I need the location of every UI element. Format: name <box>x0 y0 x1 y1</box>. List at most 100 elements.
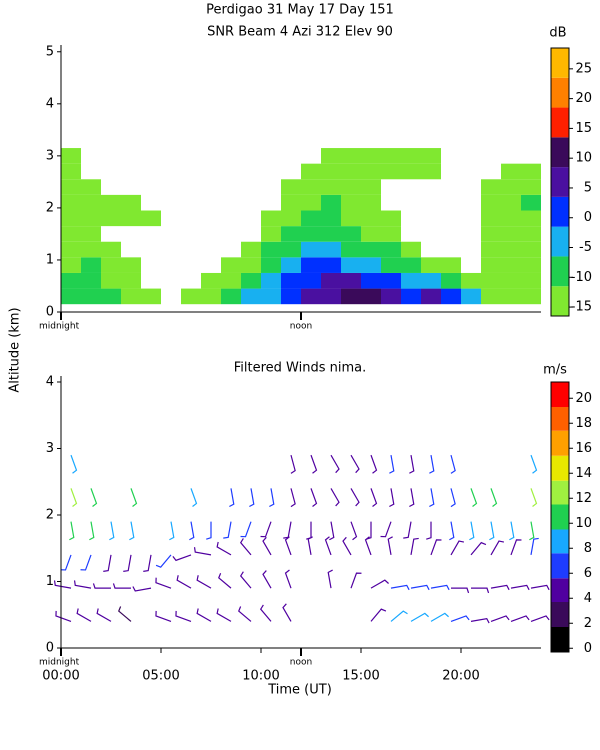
wind-barb <box>284 536 292 556</box>
heat-cell <box>521 241 541 258</box>
wind-barb <box>529 521 535 541</box>
colorbar-segment <box>551 529 569 554</box>
wind-barb <box>262 570 272 589</box>
heat-cell <box>381 241 401 258</box>
heat-cell <box>521 257 541 273</box>
wind-barb <box>370 579 389 589</box>
wind-barb <box>449 521 455 541</box>
heat-cell <box>81 288 101 305</box>
heat-cell <box>361 288 381 305</box>
wind-barb <box>155 577 172 589</box>
colorbar-segment <box>551 382 569 407</box>
colorbar-segment <box>551 167 569 197</box>
heat-cell <box>221 288 241 305</box>
heat-cell <box>281 288 301 305</box>
heat-cell <box>61 288 81 305</box>
heat-cell <box>81 179 101 195</box>
colorbar-frame <box>550 381 570 653</box>
heat-cell <box>301 272 321 289</box>
wind-barb <box>350 488 360 507</box>
colorbar-tick-label: 0 <box>584 210 592 225</box>
wind-barb <box>380 521 392 538</box>
heat-cell <box>401 288 421 305</box>
wind-barb <box>89 521 95 541</box>
wind-barb <box>370 454 378 474</box>
wind-barb <box>310 488 318 507</box>
colorbar-label: dB <box>549 26 566 41</box>
wind-barb <box>92 583 111 589</box>
heat-cell <box>341 210 361 227</box>
colorbar-tick-label: 8 <box>584 541 592 556</box>
heat-cell <box>61 194 81 211</box>
heat-cell <box>481 179 501 195</box>
wind-barb <box>330 454 340 474</box>
y-tick-label: 4 <box>46 96 54 111</box>
wind-barb <box>132 586 152 592</box>
wind-barb <box>530 615 550 622</box>
heat-cell <box>241 288 261 305</box>
heat-cell <box>61 148 81 164</box>
wind-barb <box>216 541 232 556</box>
heat-cell <box>241 257 261 273</box>
colorbar-segment <box>551 286 569 316</box>
heat-cell <box>361 257 381 273</box>
wind-barb <box>470 488 478 507</box>
colorbar-tick-label: 25 <box>575 61 592 76</box>
heat-cell <box>381 257 401 273</box>
heat-cell <box>321 257 341 273</box>
heat-cell <box>241 241 261 258</box>
wind-barb <box>53 580 72 589</box>
colorbar-tick-label: 2 <box>584 616 592 631</box>
heat-cell <box>61 226 81 242</box>
colorbar-segment <box>551 504 569 530</box>
heat-cell <box>441 272 461 289</box>
wind-barb <box>129 521 135 541</box>
heat-cell <box>321 194 341 211</box>
colorbar-segment <box>551 48 569 78</box>
heat-cell <box>521 163 541 180</box>
heat-cell <box>261 226 281 242</box>
wind-barb <box>450 454 456 474</box>
colorbar-frame <box>550 47 570 317</box>
heat-cell <box>341 257 361 273</box>
heat-cell <box>61 179 81 195</box>
wind-barb <box>430 584 450 591</box>
heat-cell <box>381 210 401 227</box>
wind-barb <box>130 488 138 507</box>
heat-cell <box>61 241 81 258</box>
wind-barb <box>389 455 395 474</box>
wind-barb <box>510 539 522 556</box>
heat-cell <box>301 288 321 305</box>
heat-cell <box>341 194 361 211</box>
heat-cell <box>121 288 141 305</box>
wind-barb <box>410 612 429 622</box>
colorbar-segment <box>551 107 569 138</box>
heat-cell <box>281 194 301 211</box>
wind-barb <box>430 539 442 556</box>
heat-cell <box>81 272 101 289</box>
wind-barb <box>327 569 333 589</box>
heat-cell <box>481 241 501 258</box>
heat-cell <box>361 179 381 195</box>
colorbar-segment <box>551 226 569 257</box>
y-tick-label: 1 <box>46 252 54 267</box>
heat-cell <box>321 288 341 305</box>
heat-cell <box>61 272 81 289</box>
colorbar-segment <box>551 602 569 627</box>
wind-barb <box>430 612 449 622</box>
wind-barb <box>530 454 538 474</box>
wind-barb <box>469 521 475 541</box>
wind-barb <box>283 521 292 539</box>
heat-cell <box>341 179 361 195</box>
heat-cell <box>501 226 521 242</box>
wind-barb <box>190 488 198 507</box>
heat-cell <box>261 288 281 305</box>
colorbar-tick-label: 14 <box>575 466 592 481</box>
wind-barb <box>259 604 272 622</box>
y-tick-label: 3 <box>46 148 54 163</box>
heat-cell <box>401 163 421 180</box>
wind-title: Filtered Winds nima. <box>234 361 366 376</box>
wind-barb <box>76 608 92 622</box>
heat-cell <box>301 179 321 195</box>
heat-cell <box>81 241 101 258</box>
